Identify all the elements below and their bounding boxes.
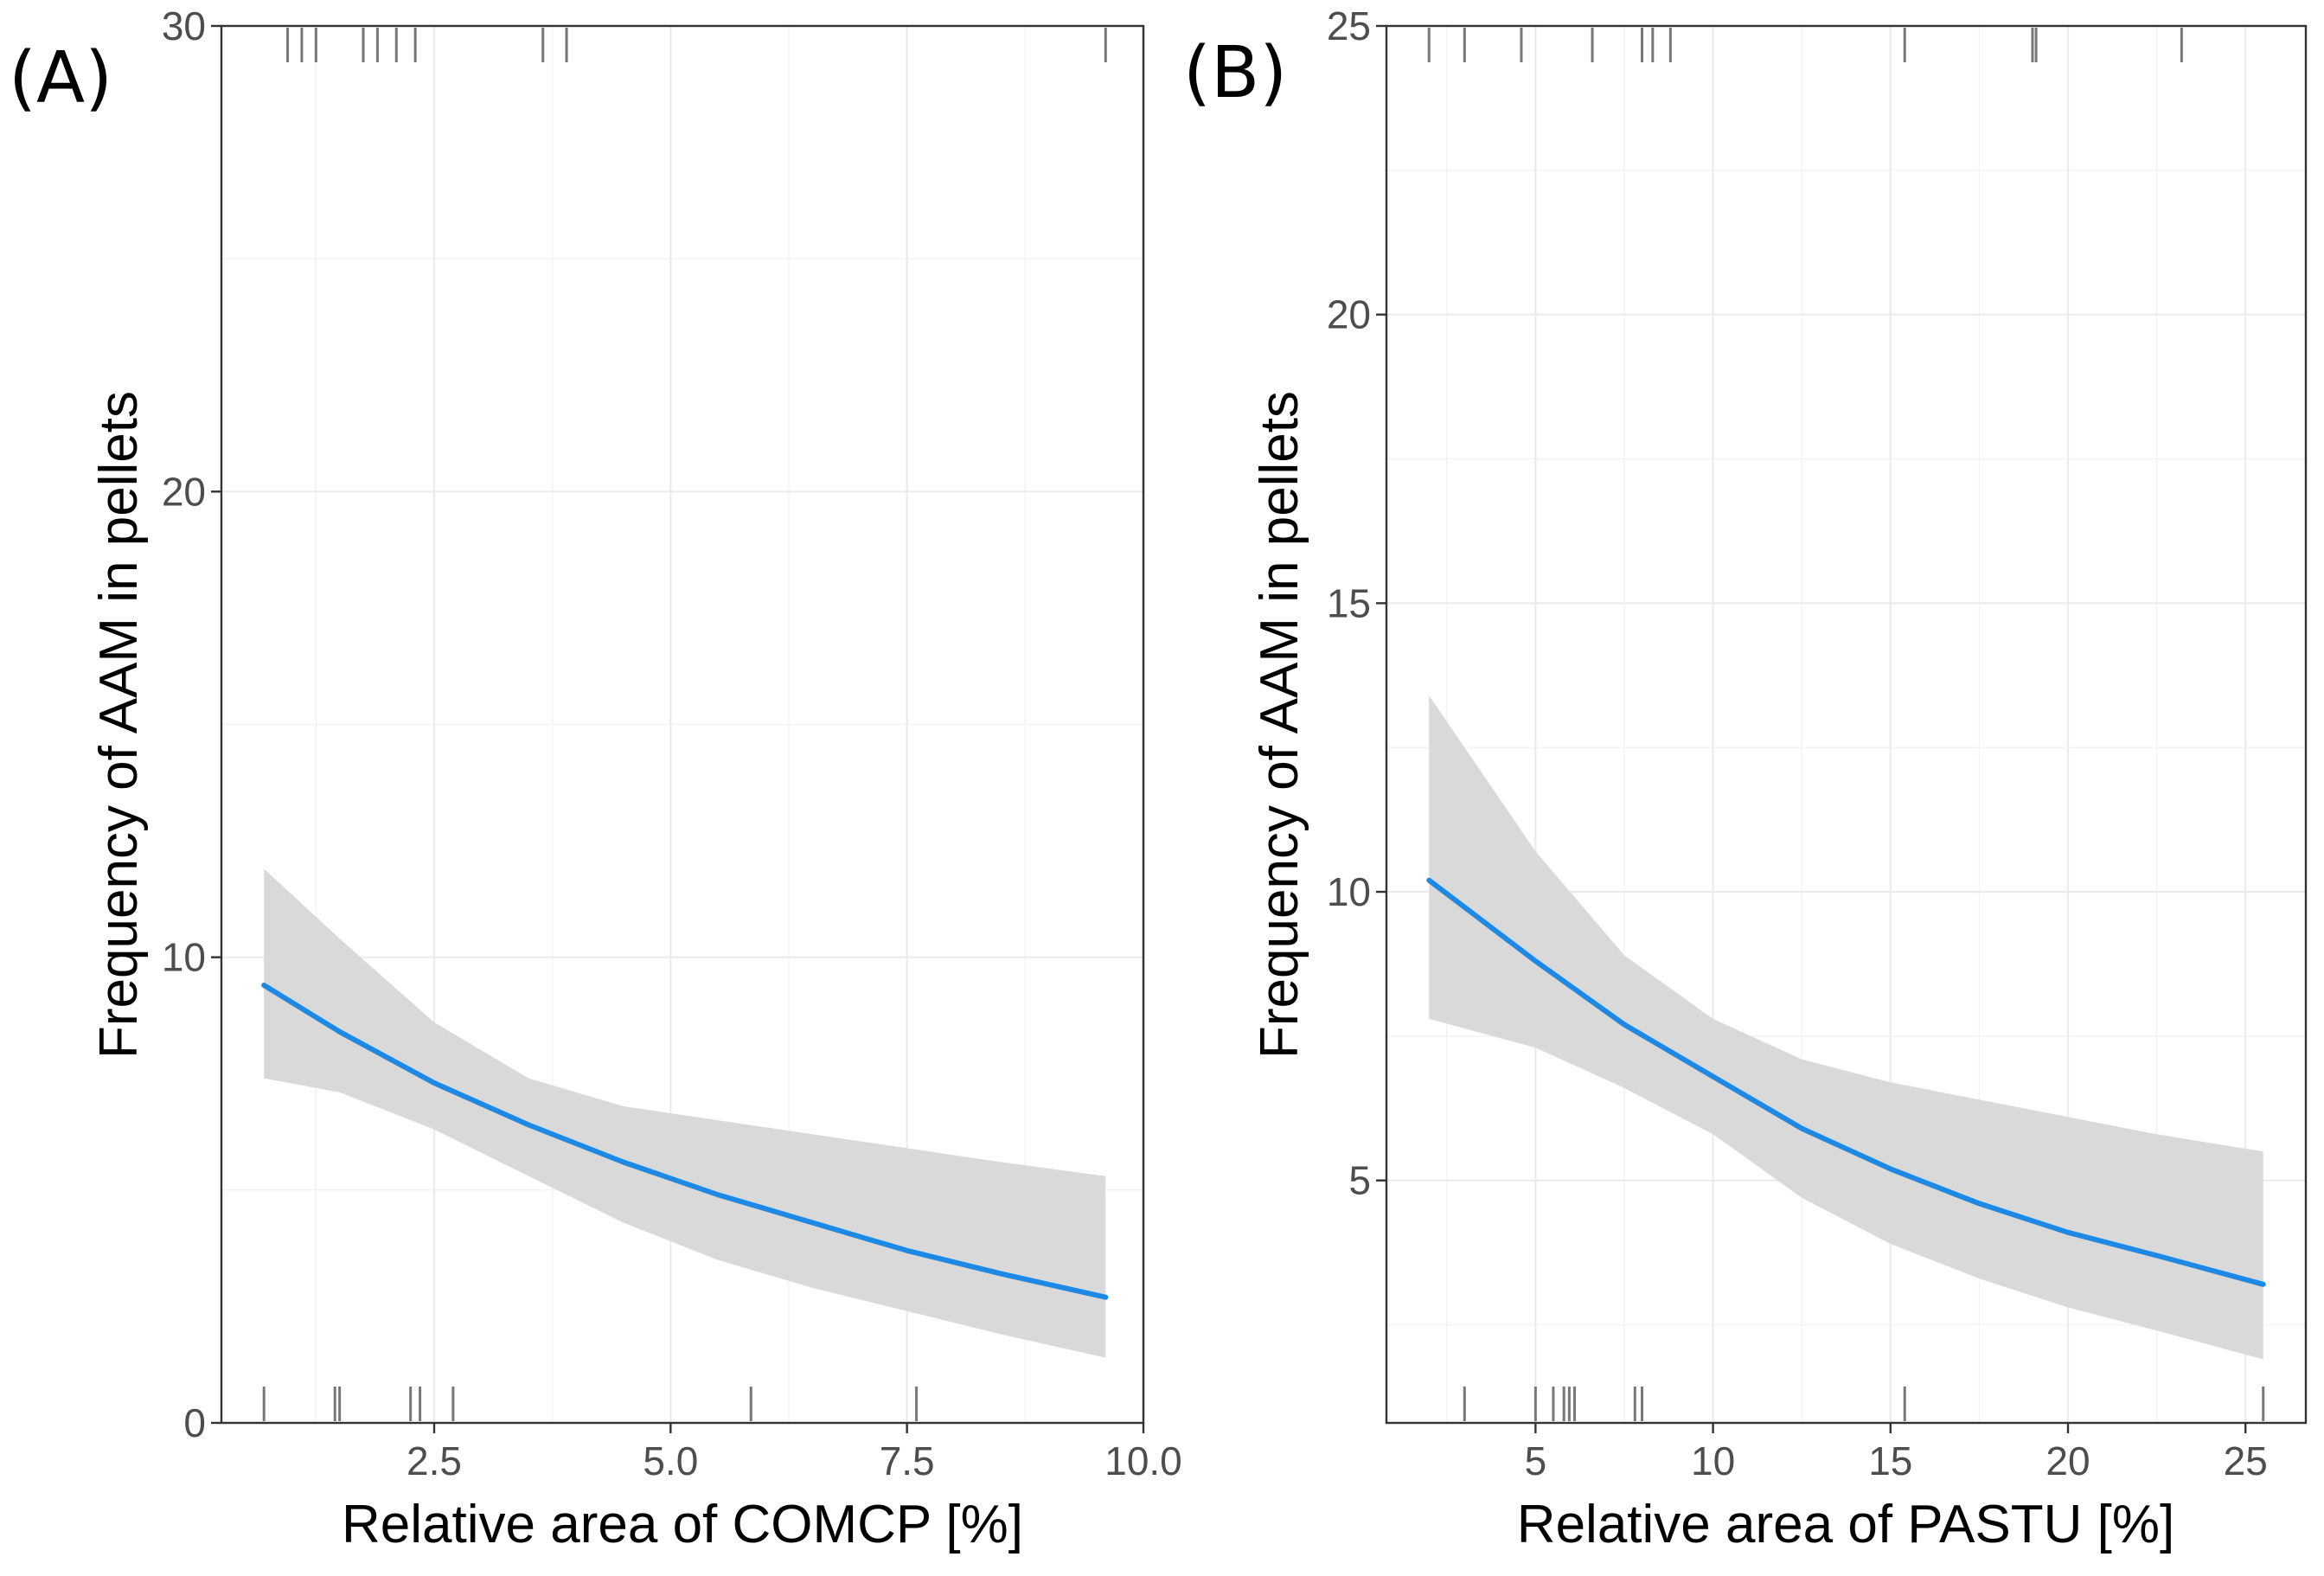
y-tick-label: 10 bbox=[162, 935, 206, 980]
panel-b: 5 10 15 20 25 5 10 15 20 25 Relative area of PASTU… bbox=[1183, 3, 2308, 1554]
y-axis-title: Frequency of AAM in pellets bbox=[89, 391, 149, 1059]
x-axis-title: Relative area of COMCP [%] bbox=[342, 1495, 1023, 1554]
x-tick-label: 10 bbox=[1691, 1438, 1735, 1483]
y-axis-title: Frequency of AAM in pellets bbox=[1250, 391, 1309, 1059]
y-tick-label: 5 bbox=[1348, 1158, 1371, 1203]
fit-line bbox=[1426, 877, 2266, 1287]
y-tick-label: 0 bbox=[183, 1400, 206, 1445]
x-tick-label: 7.5 bbox=[880, 1438, 935, 1483]
y-tick-label: 30 bbox=[162, 3, 206, 48]
x-tick-label: 5.0 bbox=[643, 1438, 698, 1483]
y-tick-label: 20 bbox=[1327, 292, 1371, 337]
panel-a: 2.5 5.0 7.5 10.0 0 10 20 30 Relative area of COM… bbox=[9, 3, 1182, 1554]
confidence-band bbox=[264, 868, 1106, 1358]
y-tick-label: 10 bbox=[1327, 869, 1371, 914]
x-axis-title: Relative area of PASTU [%] bbox=[1517, 1495, 2174, 1554]
x-tick-label: 5 bbox=[1525, 1438, 1547, 1483]
panel-label: (A) bbox=[9, 37, 112, 119]
y-tick-label: 25 bbox=[1327, 3, 1371, 48]
x-tick-label: 15 bbox=[1868, 1438, 1912, 1483]
x-tick-label: 20 bbox=[2046, 1438, 2090, 1483]
plot-frame bbox=[220, 24, 1145, 1425]
panel-label: (B) bbox=[1183, 32, 1287, 114]
y-tick-label: 20 bbox=[162, 469, 206, 514]
x-tick-label: 2.5 bbox=[407, 1438, 462, 1483]
fit-line bbox=[261, 983, 1109, 1300]
plot-frame bbox=[1385, 24, 2308, 1425]
x-tick-label: 10.0 bbox=[1104, 1438, 1182, 1483]
confidence-band bbox=[1429, 695, 2263, 1360]
y-tick-label: 15 bbox=[1327, 580, 1371, 625]
x-tick-label: 25 bbox=[2224, 1438, 2268, 1483]
